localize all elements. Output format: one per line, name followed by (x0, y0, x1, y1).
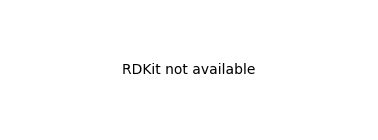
Text: RDKit not available: RDKit not available (122, 63, 256, 77)
